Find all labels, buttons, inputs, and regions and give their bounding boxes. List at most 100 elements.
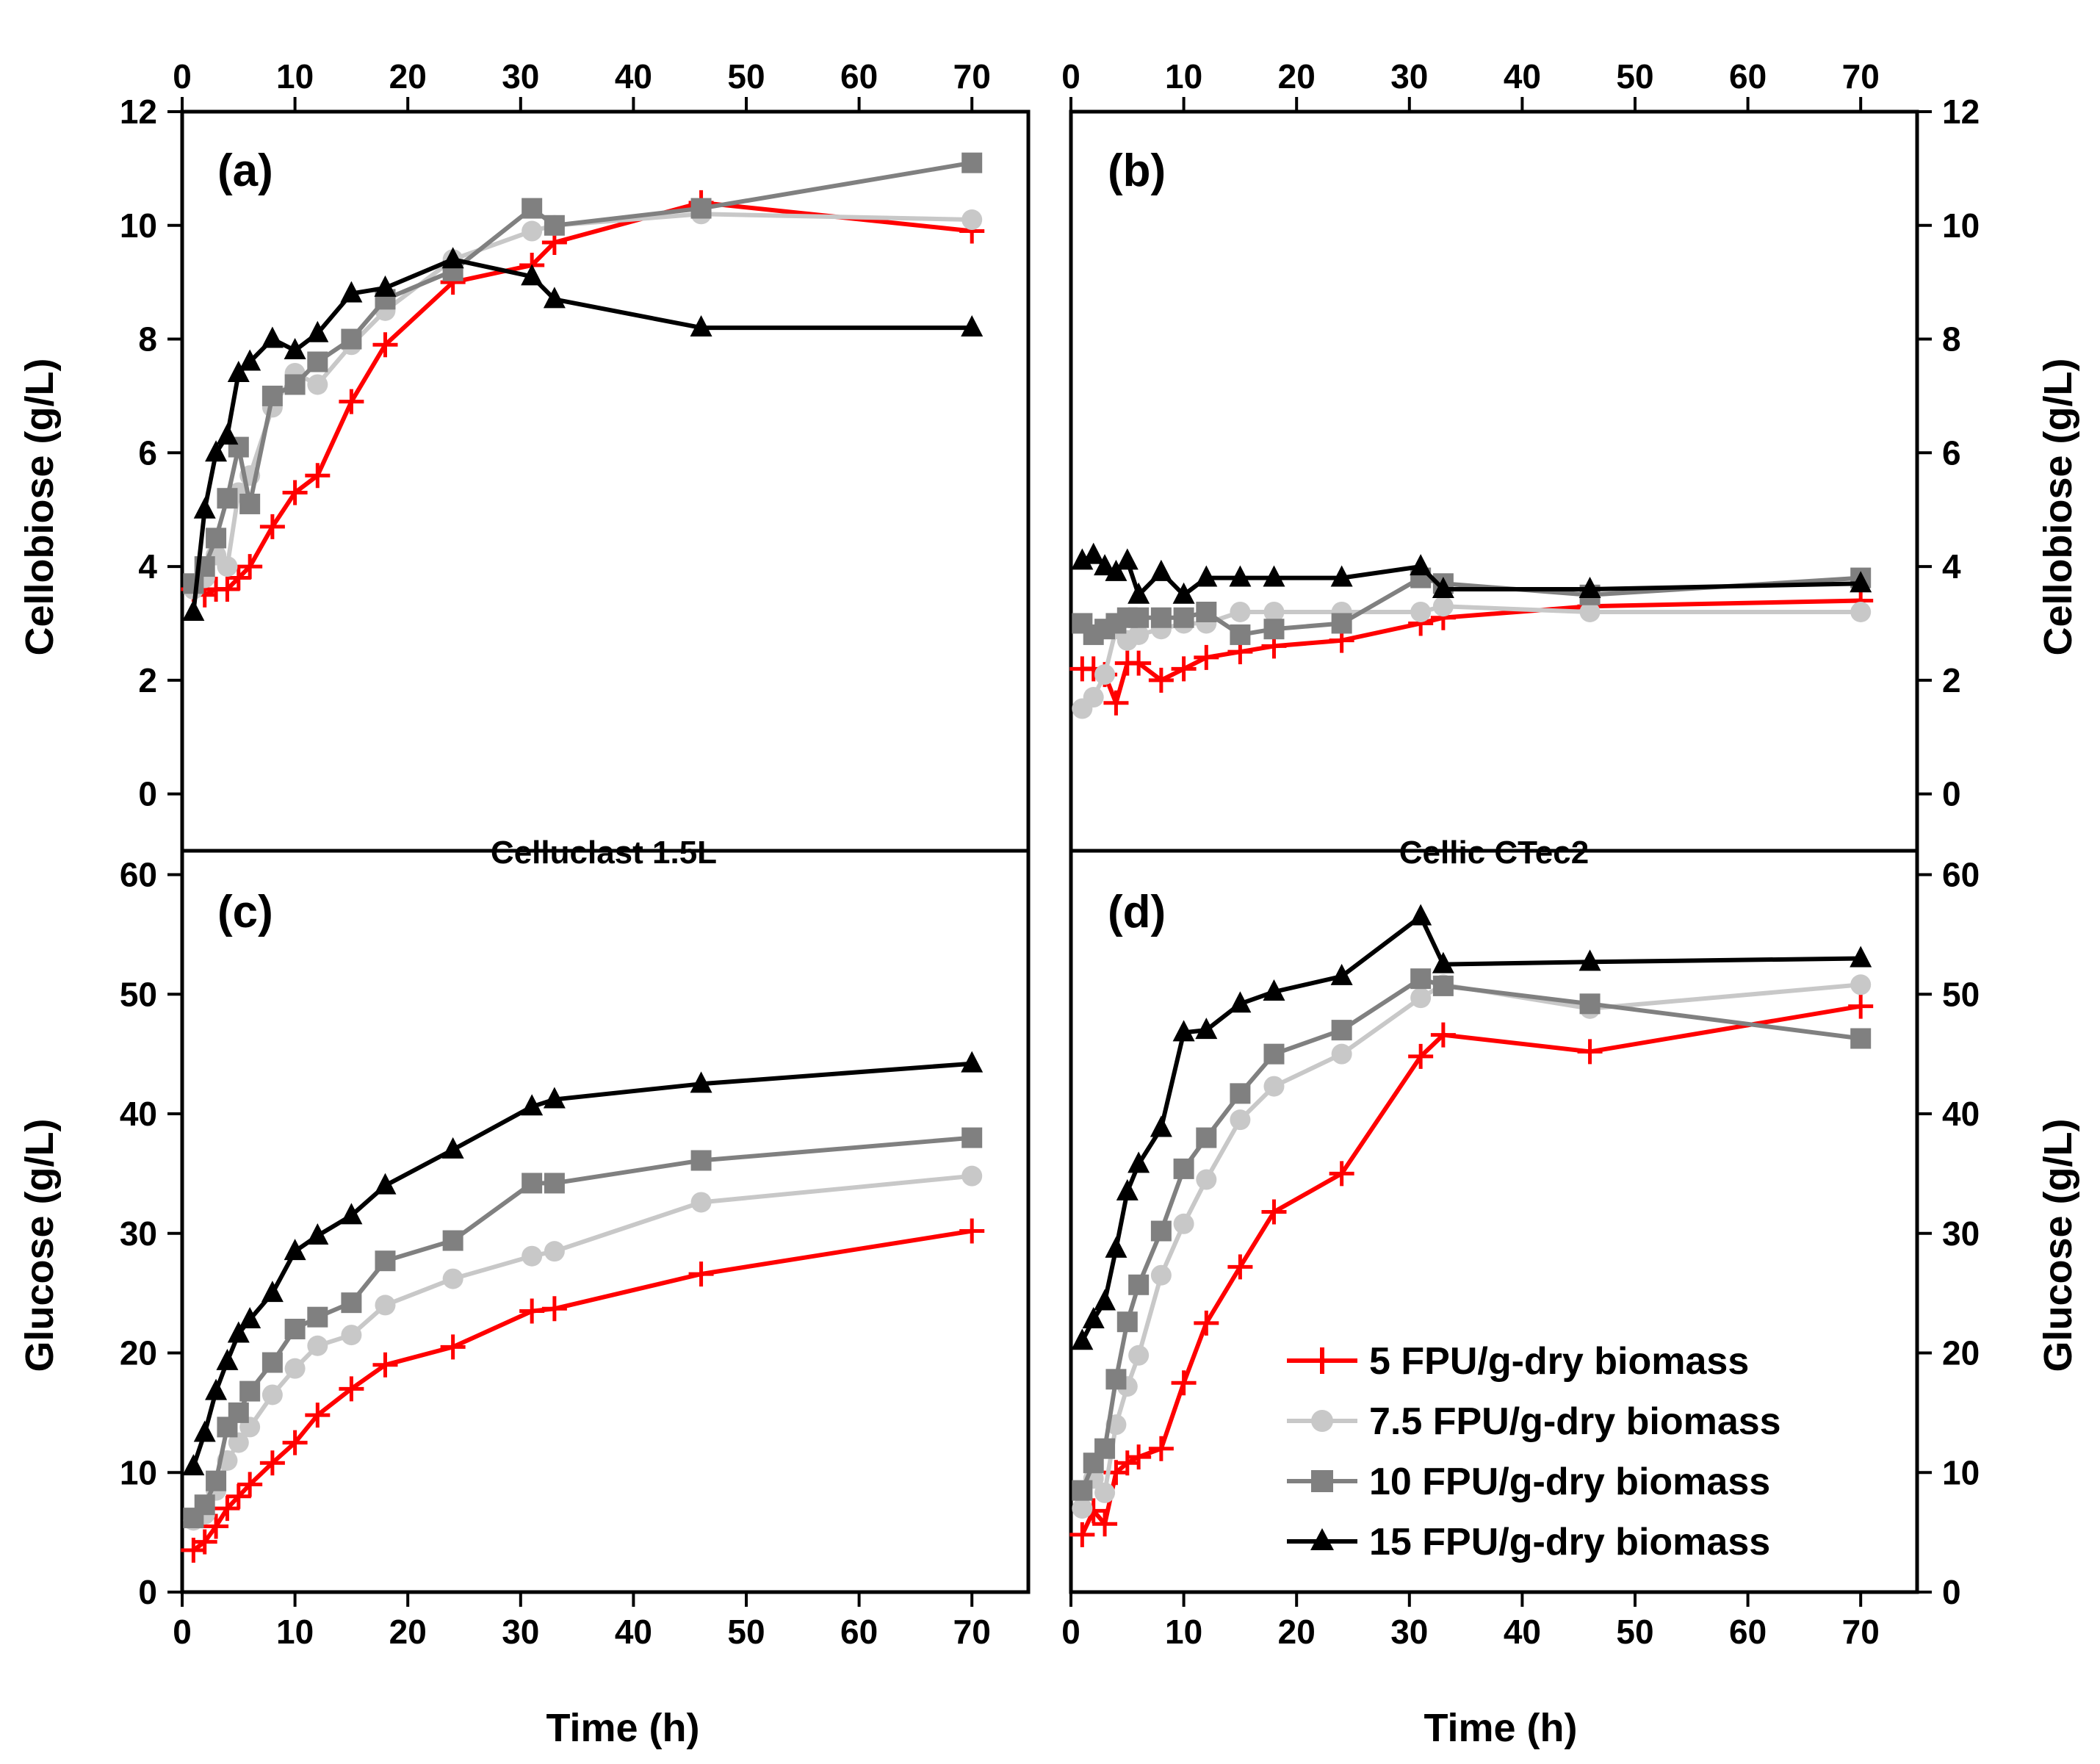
data-point [225,1483,251,1509]
data-point [214,1496,240,1522]
series-c-2 [183,1127,983,1529]
x-tick-label-bottom: 20 [389,1613,427,1651]
data-point [1331,1020,1352,1041]
data-point [1071,1328,1094,1350]
data-point [206,1470,227,1491]
data-point [1094,554,1116,576]
data-point [284,1239,306,1261]
data-point [1114,1450,1140,1476]
panel-label-a: (a) [217,145,273,196]
data-point [688,1261,714,1287]
data-point [1194,644,1219,670]
data-point [1850,974,1872,996]
data-point [1126,650,1152,676]
series-line [192,1135,973,1520]
series-line [1080,914,1861,1342]
x-tick-label-top: 40 [615,57,652,96]
data-point [1194,1310,1219,1336]
data-point [1410,968,1432,990]
x-tick-label-bottom: 50 [727,1613,765,1651]
series-line [191,160,973,585]
x-axis-label-right: Time (h) [1424,1706,1577,1750]
x-tick-label-top: 0 [173,57,192,96]
y-axis-label-a: Cellobiose (g/L) [18,359,62,656]
y-tick-label-right: 20 [1942,1334,1980,1372]
data-point [543,287,566,309]
panel-frame-b [1069,109,1919,853]
legend-label-5fpu: 5 FPU/g-dry biomass [1369,1340,1749,1383]
x-tick-label-top: 0 [1061,57,1080,96]
data-point [1331,1043,1352,1065]
data-point [1195,565,1218,587]
data-point [1082,542,1105,564]
y-tick-label-right: 6 [1942,433,1961,472]
enzyme-label-left: Celluclast 1.5L [491,835,717,871]
data-point [961,1165,983,1187]
y-tick-label-left: 8 [138,320,157,359]
y-tick-label-left: 10 [120,1453,157,1491]
data-point [1173,1158,1194,1179]
series-line [192,1228,973,1552]
series-line [191,257,973,613]
y-tick-label-right: 60 [1942,856,1980,894]
data-point [374,275,397,297]
data-point [307,351,328,372]
x-tick-label-bottom: 70 [1842,1613,1880,1651]
data-point [1071,548,1094,570]
data-point [690,1071,712,1093]
data-point [1150,1264,1172,1286]
x-tick-label-top: 70 [1842,57,1880,96]
y-tick-label-left: 60 [120,856,157,894]
data-point [1150,559,1172,581]
data-point [1263,1043,1285,1065]
data-point [372,1352,398,1378]
y-tick-label-left: 20 [120,1334,157,1372]
legend-label-15fpu: 15 FPU/g-dry biomass [1369,1521,1770,1563]
x-tick-label-bottom: 40 [615,1613,652,1651]
data-point [1850,601,1872,622]
data-point [306,320,329,342]
data-point [1230,624,1251,645]
y-tick-label-right: 40 [1942,1095,1980,1133]
data-point [1148,667,1174,693]
data-point [1116,1178,1139,1200]
data-point [1094,664,1116,685]
data-point [1172,582,1195,604]
y-tick-label-left: 50 [120,975,157,1013]
x-tick-label-bottom: 0 [1061,1613,1080,1651]
data-point [1263,979,1285,1001]
data-point [1432,577,1454,599]
data-point [1195,1018,1218,1040]
data-point [1116,1311,1138,1333]
data-point [1069,1522,1095,1547]
data-point [1261,1199,1287,1225]
data-point [227,360,250,382]
data-point [1172,1020,1195,1042]
data-point [690,315,712,337]
data-point [1103,690,1129,716]
y-tick-label-left: 12 [120,93,157,131]
series-c-0 [181,1218,985,1563]
data-point [1430,1022,1456,1048]
y-tick-label-left: 0 [138,1573,157,1611]
data-point [282,480,308,505]
x-tick-label-top: 60 [1729,57,1767,96]
data-point [227,1321,250,1343]
series-line [1080,976,1861,1491]
x-tick-label-bottom: 70 [953,1613,991,1651]
data-point [237,554,263,580]
series-line [192,212,973,591]
data-point [522,1173,543,1194]
data-point [1331,613,1352,634]
x-tick-label-top: 10 [276,57,314,96]
panel-label-b: (b) [1108,145,1166,196]
series-line [1081,552,1861,597]
series-line [191,1061,973,1468]
data-point [374,1173,397,1195]
data-point [1171,1370,1197,1396]
data-point [339,1376,364,1402]
data-point [225,565,251,591]
series-a-1 [183,204,983,600]
data-point [519,1298,545,1324]
legend-entry-10fpu: 10 FPU/g-dry biomass [1287,1461,1770,1503]
